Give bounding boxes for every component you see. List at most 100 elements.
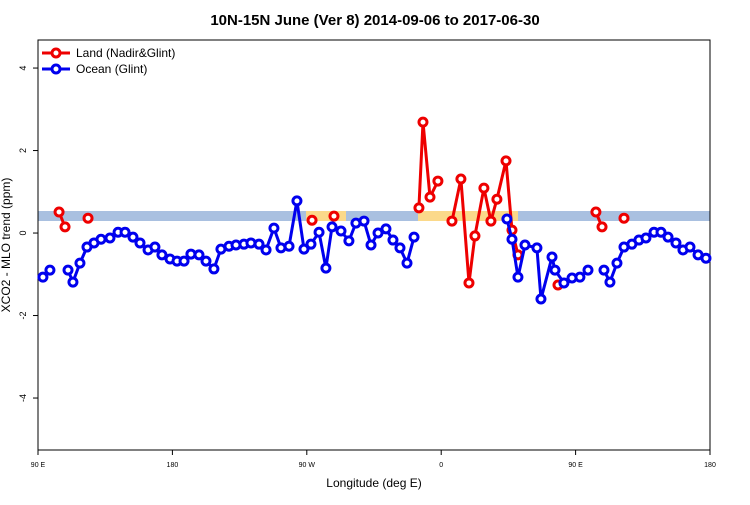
data-point [535,293,547,305]
data-point [582,264,594,276]
data-point [662,231,674,243]
data-point [478,182,490,194]
data-point [313,226,325,238]
legend-label: Ocean (Glint) [76,62,147,76]
data-point [208,263,220,275]
data-point [380,223,392,235]
data-point [684,241,696,253]
data-point [306,214,318,226]
data-point [394,242,406,254]
data-point [59,221,71,233]
data-point [598,264,610,276]
background-band-highlight [306,211,346,221]
data-point [611,257,623,269]
plot-frame [37,39,711,451]
data-point [485,215,497,227]
data-point [604,276,616,288]
background-band [38,211,710,221]
data-point [500,155,512,167]
data-point [506,233,518,245]
data-point [193,249,205,261]
data-point [574,271,586,283]
data-point [424,191,436,203]
x-tick-label: 180 [167,462,179,469]
data-point [432,175,444,187]
data-point [335,225,347,237]
data-point [44,264,56,276]
y-axis-label: XCO2 - MLO trend (ppm) [0,178,13,313]
data-point [365,239,377,251]
data-point [298,243,310,255]
data-point [446,215,458,227]
data-point [408,231,420,243]
data-point [156,249,168,261]
data-point [149,241,161,253]
data-point [417,116,429,128]
data-point [326,221,338,233]
data-point [549,264,561,276]
data-point [260,244,272,256]
data-point [372,227,384,239]
data-point [134,237,146,249]
data-point [67,276,79,288]
data-point [700,252,712,264]
data-point [178,255,190,267]
x-tick-label: 90 E [31,462,46,469]
chart-title: 10N-15N June (Ver 8) 2014-09-06 to 2017-… [210,12,539,29]
data-point [305,238,317,250]
data-point [328,210,340,222]
data-point [558,277,570,289]
data-point [546,251,558,263]
data-point [463,277,475,289]
data-point [268,222,280,234]
y-tick-label: -4 [18,394,28,402]
data-point [618,212,630,224]
x-tick-label: 0 [439,462,443,469]
data-point [455,173,467,185]
data-point [401,257,413,269]
data-point [501,213,513,225]
data-point [283,240,295,252]
data-point [320,262,332,274]
data-point [95,233,107,245]
data-point [253,238,265,250]
legend-marker [50,47,62,59]
data-point [127,231,139,243]
data-point [655,226,667,238]
data-point [358,215,370,227]
x-tick-label: 90 W [299,462,316,469]
data-point [200,255,212,267]
data-point [640,232,652,244]
data-point [413,202,425,214]
data-point [82,212,94,224]
y-tick-label: -2 [18,312,28,320]
data-point [387,234,399,246]
data-point [590,206,602,218]
data-point [491,193,503,205]
data-point [291,195,303,207]
data-point [343,235,355,247]
data-point [512,271,524,283]
x-tick-label: 180 [704,462,716,469]
data-point [469,230,481,242]
y-tick-label: 2 [18,148,28,153]
legend-label: Land (Nadir&Glint) [76,46,175,60]
data-point [119,226,131,238]
data-point [53,206,65,218]
y-tick-label: 4 [18,66,28,71]
x-axis-label: Longitude (deg E) [326,476,421,490]
x-tick-label: 90 E [568,462,583,469]
data-point [37,271,49,283]
y-tick-label: 0 [18,231,28,236]
background-band-highlight [418,211,518,221]
data-point [74,257,86,269]
data-point [519,239,531,251]
data-point [104,232,116,244]
data-point [531,242,543,254]
legend-marker [50,63,62,75]
data-point [670,237,682,249]
data-point [596,221,608,233]
data-point [62,264,74,276]
